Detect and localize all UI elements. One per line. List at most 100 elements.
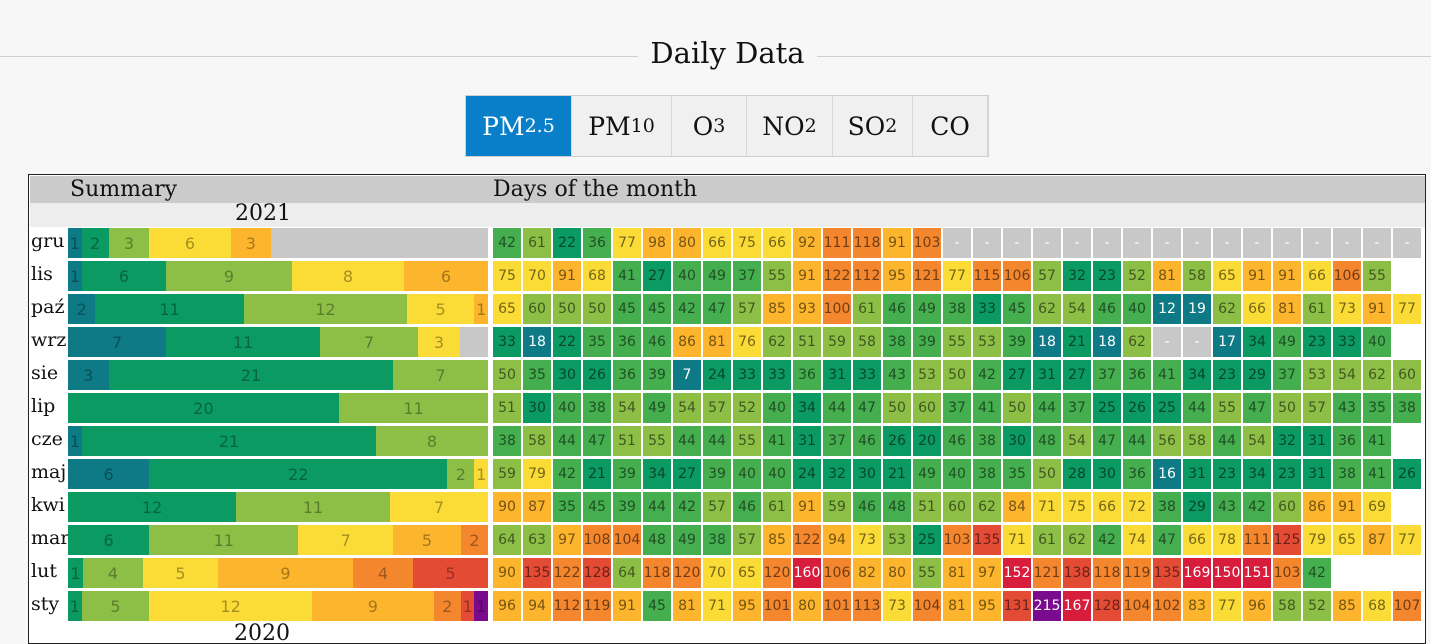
day-cell[interactable]: 18 — [1093, 327, 1121, 357]
day-cell[interactable]: - — [1303, 228, 1331, 258]
day-cell[interactable]: 92 — [793, 228, 821, 258]
day-cell[interactable]: 85 — [1333, 591, 1361, 621]
day-cell[interactable]: 82 — [853, 558, 881, 588]
summary-segment[interactable]: 2 — [460, 525, 488, 555]
day-cell[interactable]: 45 — [643, 591, 671, 621]
day-cell[interactable]: 169 — [1183, 558, 1211, 588]
summary-segment[interactable]: 5 — [406, 294, 475, 324]
day-cell[interactable]: 50 — [493, 360, 521, 390]
day-cell[interactable]: 101 — [763, 591, 791, 621]
day-cell[interactable]: 29 — [1183, 492, 1211, 522]
day-cell[interactable]: 66 — [1093, 492, 1121, 522]
day-cell[interactable]: 59 — [493, 459, 521, 489]
day-cell[interactable]: - — [1213, 228, 1241, 258]
day-cell[interactable]: 122 — [823, 261, 851, 291]
day-cell[interactable]: 26 — [883, 426, 911, 456]
day-cell[interactable]: 121 — [1033, 558, 1061, 588]
day-cell[interactable]: 38 — [703, 525, 731, 555]
tab-pm25[interactable]: PM 2.5 — [466, 96, 572, 156]
day-cell[interactable]: 55 — [763, 261, 791, 291]
day-cell[interactable]: 56 — [1153, 426, 1181, 456]
day-cell[interactable]: 47 — [1243, 393, 1271, 423]
day-cell[interactable]: 32 — [1063, 261, 1091, 291]
day-cell[interactable]: 44 — [1033, 393, 1061, 423]
day-cell[interactable]: 33 — [733, 360, 761, 390]
day-cell[interactable]: 27 — [673, 459, 701, 489]
day-cell[interactable]: 58 — [1183, 261, 1211, 291]
summary-segment[interactable]: 12 — [149, 591, 312, 621]
day-cell[interactable]: 37 — [943, 393, 971, 423]
day-cell[interactable]: 81 — [943, 591, 971, 621]
day-cell[interactable]: 135 — [1153, 558, 1181, 588]
day-cell[interactable]: 40 — [763, 459, 791, 489]
day-cell[interactable]: 21 — [1063, 327, 1091, 357]
day-cell[interactable]: 34 — [1183, 360, 1211, 390]
day-cell[interactable]: 135 — [973, 525, 1001, 555]
day-cell[interactable]: 66 — [703, 228, 731, 258]
day-cell[interactable]: 36 — [1123, 459, 1151, 489]
day-cell[interactable]: 77 — [613, 228, 641, 258]
day-cell[interactable]: 97 — [973, 558, 1001, 588]
day-cell[interactable]: 39 — [1003, 327, 1031, 357]
day-cell[interactable]: 41 — [1363, 426, 1391, 456]
day-cell[interactable]: 80 — [883, 558, 911, 588]
tab-so2[interactable]: SO 2 — [833, 96, 913, 156]
day-cell[interactable]: 106 — [1333, 261, 1361, 291]
day-cell[interactable]: 167 — [1063, 591, 1091, 621]
day-cell[interactable]: 120 — [763, 558, 791, 588]
day-cell[interactable]: 23 — [1093, 261, 1121, 291]
day-cell[interactable]: 42 — [973, 360, 1001, 390]
day-cell[interactable]: 62 — [1123, 327, 1151, 357]
day-cell[interactable]: 53 — [883, 525, 911, 555]
day-cell[interactable]: 71 — [703, 591, 731, 621]
summary-segment[interactable]: 6 — [68, 459, 150, 489]
day-cell[interactable]: 36 — [1123, 360, 1151, 390]
day-cell[interactable]: 33 — [763, 360, 791, 390]
day-cell[interactable]: - — [1033, 228, 1061, 258]
day-cell[interactable]: 52 — [1303, 591, 1331, 621]
day-cell[interactable]: 21 — [583, 459, 611, 489]
summary-segment[interactable]: 21 — [108, 360, 394, 390]
day-cell[interactable]: 71 — [1033, 492, 1061, 522]
day-cell[interactable]: 62 — [1363, 360, 1391, 390]
day-cell[interactable]: 70 — [703, 558, 731, 588]
day-cell[interactable]: 33 — [1333, 327, 1361, 357]
day-cell[interactable]: - — [1183, 228, 1211, 258]
day-cell[interactable]: 49 — [673, 525, 701, 555]
day-cell[interactable]: 111 — [823, 228, 851, 258]
day-cell[interactable]: 43 — [883, 360, 911, 390]
day-cell[interactable]: 37 — [1273, 360, 1301, 390]
day-cell[interactable]: 32 — [823, 459, 851, 489]
summary-segment[interactable]: 2 — [68, 294, 96, 324]
day-cell[interactable]: 37 — [823, 426, 851, 456]
day-cell[interactable]: 76 — [733, 327, 761, 357]
tab-no2[interactable]: NO 2 — [747, 96, 833, 156]
day-cell[interactable]: 107 — [1393, 591, 1421, 621]
day-cell[interactable]: 50 — [1033, 459, 1061, 489]
summary-segment[interactable]: 5 — [393, 525, 461, 555]
day-cell[interactable]: 91 — [793, 492, 821, 522]
day-cell[interactable]: 120 — [673, 558, 701, 588]
day-cell[interactable]: 57 — [703, 492, 731, 522]
day-cell[interactable]: 119 — [1123, 558, 1151, 588]
day-cell[interactable]: 152 — [1003, 558, 1031, 588]
day-cell[interactable]: 47 — [583, 426, 611, 456]
day-cell[interactable]: 49 — [1273, 327, 1301, 357]
day-cell[interactable]: 54 — [673, 393, 701, 423]
summary-segment[interactable]: 1 — [68, 261, 82, 291]
day-cell[interactable]: 103 — [1273, 558, 1301, 588]
day-cell[interactable]: 65 — [1333, 525, 1361, 555]
day-cell[interactable]: 55 — [643, 426, 671, 456]
day-cell[interactable]: 54 — [1243, 426, 1271, 456]
day-cell[interactable]: 33 — [493, 327, 521, 357]
day-cell[interactable]: 31 — [1033, 360, 1061, 390]
day-cell[interactable]: 50 — [553, 294, 581, 324]
day-cell[interactable]: 39 — [913, 327, 941, 357]
day-cell[interactable]: 22 — [553, 327, 581, 357]
summary-segment[interactable]: 11 — [149, 525, 299, 555]
day-cell[interactable]: 81 — [1273, 294, 1301, 324]
day-cell[interactable]: - — [973, 228, 1001, 258]
day-cell[interactable]: 83 — [1183, 591, 1211, 621]
day-cell[interactable]: 17 — [1213, 327, 1241, 357]
day-cell[interactable]: 51 — [913, 492, 941, 522]
